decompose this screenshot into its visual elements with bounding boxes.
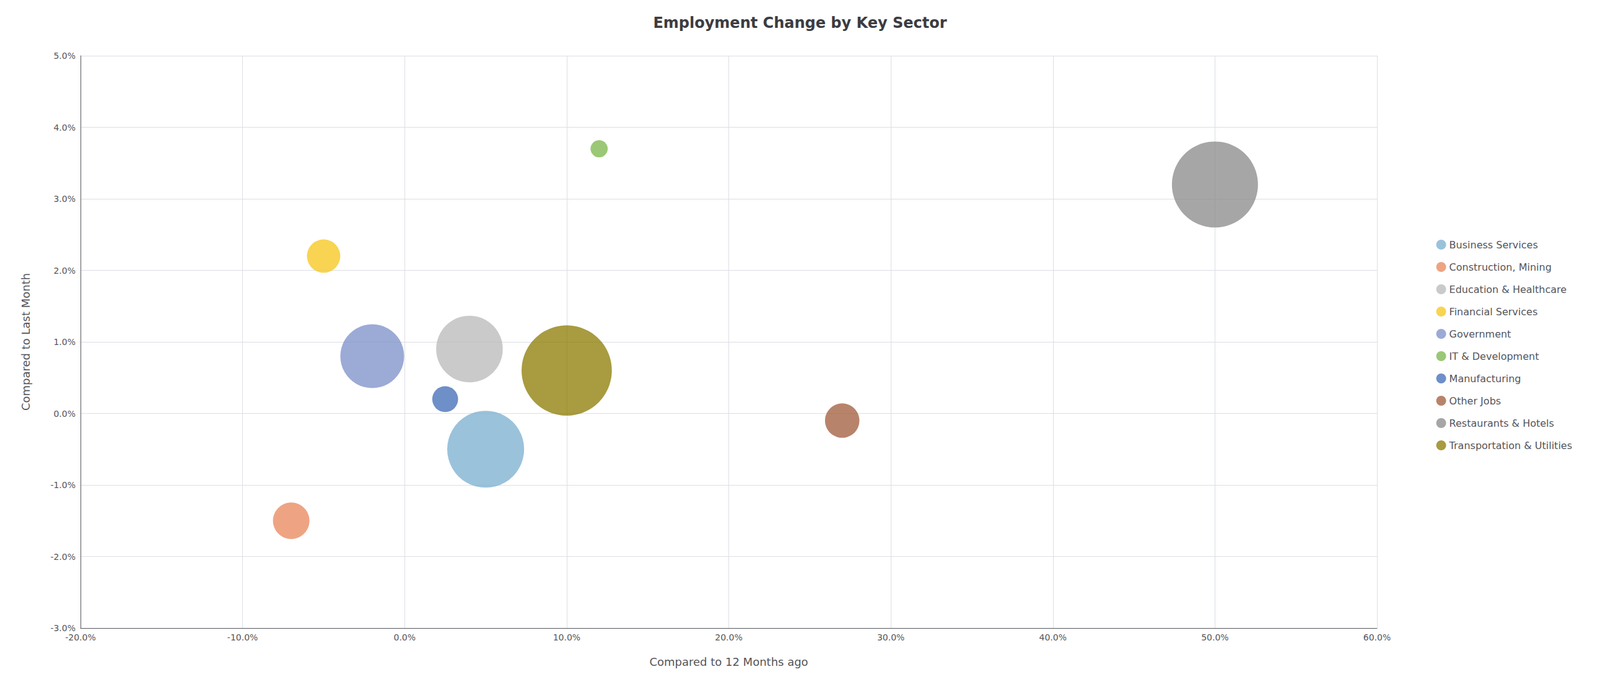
svg-text:2.0%: 2.0% bbox=[53, 265, 76, 276]
svg-text:Compared to 12 Months ago: Compared to 12 Months ago bbox=[649, 655, 808, 669]
svg-text:-2.0%: -2.0% bbox=[50, 551, 76, 562]
svg-text:0.0%: 0.0% bbox=[393, 632, 416, 643]
svg-text:Compared to Last Month: Compared to Last Month bbox=[19, 273, 33, 411]
svg-text:Transportation & Utilities: Transportation & Utilities bbox=[1448, 439, 1573, 452]
svg-text:Manufacturing: Manufacturing bbox=[1449, 372, 1522, 385]
svg-text:0.0%: 0.0% bbox=[53, 408, 76, 419]
svg-text:IT & Development: IT & Development bbox=[1449, 350, 1540, 363]
svg-text:30.0%: 30.0% bbox=[877, 632, 905, 643]
svg-text:Restaurants & Hotels: Restaurants & Hotels bbox=[1449, 417, 1555, 430]
svg-text:1.0%: 1.0% bbox=[53, 336, 76, 347]
svg-text:Construction, Mining: Construction, Mining bbox=[1449, 261, 1552, 274]
svg-text:-20.0%: -20.0% bbox=[65, 632, 97, 643]
svg-text:40.0%: 40.0% bbox=[1039, 632, 1067, 643]
svg-text:Other Jobs: Other Jobs bbox=[1449, 395, 1502, 407]
svg-text:60.0%: 60.0% bbox=[1363, 632, 1391, 643]
svg-text:3.0%: 3.0% bbox=[53, 193, 76, 204]
svg-text:4.0%: 4.0% bbox=[53, 122, 76, 133]
svg-text:Education & Healthcare: Education & Healthcare bbox=[1449, 283, 1568, 296]
svg-text:Employment Change by Key Secto: Employment Change by Key Sector bbox=[652, 14, 947, 32]
svg-text:-3.0%: -3.0% bbox=[50, 623, 76, 634]
svg-text:-1.0%: -1.0% bbox=[50, 480, 76, 490]
svg-text:Business Services: Business Services bbox=[1449, 239, 1539, 251]
svg-text:50.0%: 50.0% bbox=[1201, 632, 1229, 643]
svg-text:-10.0%: -10.0% bbox=[227, 632, 259, 643]
svg-text:5.0%: 5.0% bbox=[53, 50, 76, 61]
svg-text:Financial Services: Financial Services bbox=[1449, 306, 1539, 318]
svg-text:Government: Government bbox=[1449, 328, 1512, 341]
svg-text:10.0%: 10.0% bbox=[553, 632, 581, 643]
svg-text:20.0%: 20.0% bbox=[714, 632, 743, 643]
